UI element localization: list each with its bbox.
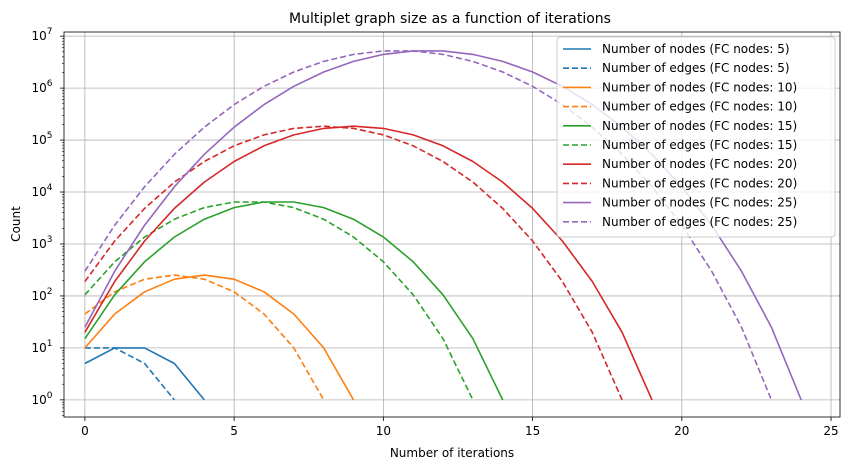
- y-tick-label: 106: [31, 79, 52, 95]
- y-tick-exponent: 2: [47, 287, 53, 297]
- y-tick-exponent: 4: [47, 183, 53, 193]
- legend-label: Number of edges (FC nodes: 5): [602, 61, 790, 75]
- legend-label: Number of nodes (FC nodes: 25): [602, 196, 797, 210]
- y-tick-base: 10: [31, 289, 46, 303]
- series-line-8: [84, 125, 623, 401]
- y-tick-label: 104: [31, 183, 52, 199]
- legend-label: Number of edges (FC nodes: 25): [602, 215, 797, 229]
- legend-label: Number of edges (FC nodes: 15): [602, 138, 797, 152]
- chart-title: Multiplet graph size as a function of it…: [289, 11, 611, 27]
- y-tick-exponent: 5: [47, 131, 53, 141]
- series-line-6: [84, 201, 474, 401]
- y-tick-label: 105: [31, 131, 52, 147]
- y-tick-exponent: 0: [47, 391, 53, 401]
- y-tick-label: 107: [31, 27, 52, 43]
- y-tick-base: 10: [31, 341, 46, 355]
- series-line-5: [84, 201, 504, 401]
- legend-label: Number of nodes (FC nodes: 20): [602, 157, 797, 171]
- y-axis-title: Count: [9, 206, 23, 242]
- legend-label: Number of nodes (FC nodes: 15): [602, 119, 797, 133]
- x-tick-label: 0: [81, 424, 89, 438]
- y-tick-base: 10: [31, 29, 46, 43]
- series-line-2: [84, 347, 176, 401]
- x-tick-label: 5: [230, 424, 238, 438]
- legend-label: Number of edges (FC nodes: 10): [602, 100, 797, 114]
- series-line-4: [84, 274, 325, 401]
- series-line-3: [84, 274, 355, 401]
- x-tick-label: 10: [376, 424, 391, 438]
- x-tick-label: 20: [674, 424, 689, 438]
- y-tick-base: 10: [31, 185, 46, 199]
- legend-label: Number of edges (FC nodes: 20): [602, 176, 797, 190]
- y-tick-label: 101: [31, 339, 52, 355]
- series-line-1: [84, 347, 205, 401]
- y-tick-exponent: 3: [47, 235, 53, 245]
- y-tick-label: 103: [31, 235, 52, 251]
- y-tick-exponent: 7: [47, 27, 53, 37]
- y-tick-base: 10: [31, 237, 46, 251]
- x-axis-title: Number of iterations: [390, 446, 514, 460]
- x-tick-label: 25: [823, 424, 838, 438]
- y-tick-exponent: 1: [47, 339, 53, 349]
- y-tick-base: 10: [31, 393, 46, 407]
- y-tick-base: 10: [31, 133, 46, 147]
- x-axis: 0 5 10 15 20 25: [81, 417, 839, 438]
- plot-frame: [63, 31, 841, 418]
- legend-label: Number of nodes (FC nodes: 5): [602, 42, 790, 56]
- legend: Number of nodes (FC nodes: 5) Number of e…: [556, 36, 836, 238]
- x-tick-label: 15: [525, 424, 540, 438]
- y-tick-label: 102: [31, 287, 52, 303]
- y-tick-label: 100: [31, 391, 52, 407]
- y-tick-exponent: 6: [47, 79, 53, 89]
- legend-box: [556, 36, 836, 238]
- y-tick-base: 10: [31, 81, 46, 95]
- legend-label: Number of nodes (FC nodes: 10): [602, 80, 797, 94]
